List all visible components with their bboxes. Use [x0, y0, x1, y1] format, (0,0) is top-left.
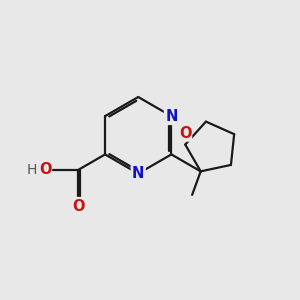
- Text: O: O: [179, 126, 191, 141]
- Text: H: H: [27, 163, 37, 177]
- Text: O: O: [39, 162, 52, 177]
- Text: O: O: [72, 199, 85, 214]
- Text: N: N: [165, 109, 178, 124]
- Text: N: N: [132, 166, 144, 181]
